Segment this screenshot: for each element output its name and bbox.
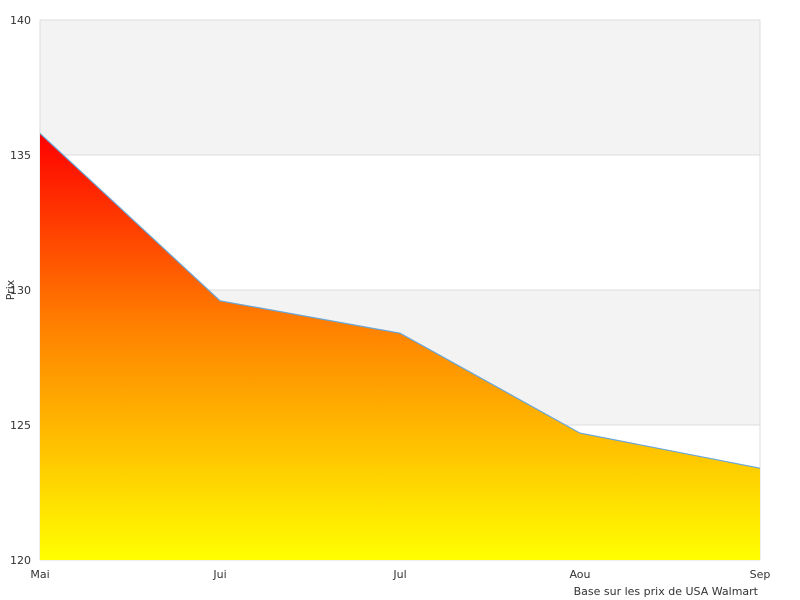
- x-tick-label: Jul: [392, 568, 406, 581]
- y-tick-label: 140: [10, 14, 31, 27]
- y-tick-label: 130: [10, 284, 31, 297]
- x-tick-label: Jui: [212, 568, 226, 581]
- series-line: [39, 132, 761, 469]
- x-tick-label: Sep: [750, 568, 771, 581]
- x-tick-label: Mai: [30, 568, 49, 581]
- x-tick-label: Aou: [569, 568, 590, 581]
- source-note: Base sur les prix de USA Walmart: [574, 585, 759, 598]
- y-tick-label: 135: [10, 149, 31, 162]
- y-axis-label: Prix: [4, 279, 17, 300]
- y-tick-label: 120: [10, 554, 31, 567]
- y-tick-label: 125: [10, 419, 31, 432]
- x-axis-ticks: Mai Jui Jul Aou Sep: [30, 568, 770, 581]
- y-axis-ticks: 120 125 130 135 140: [10, 14, 31, 567]
- grid-band: [40, 20, 760, 155]
- area-series: [40, 133, 760, 560]
